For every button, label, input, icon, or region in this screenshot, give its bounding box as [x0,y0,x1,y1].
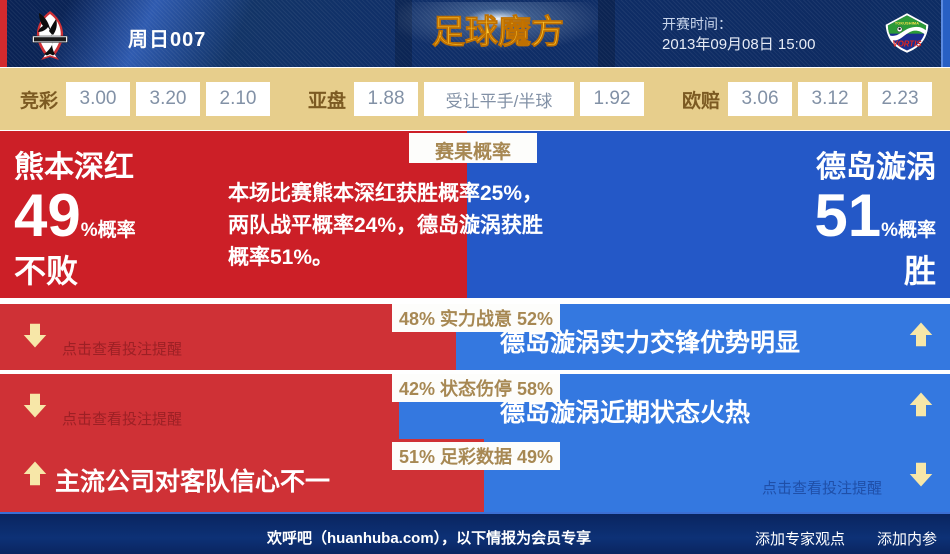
svg-text:VORTIS: VORTIS [893,40,923,49]
svg-text:TOKUSHIMA: TOKUSHIMA [895,21,919,25]
svg-text:足球魔方: 足球魔方 [432,13,564,50]
